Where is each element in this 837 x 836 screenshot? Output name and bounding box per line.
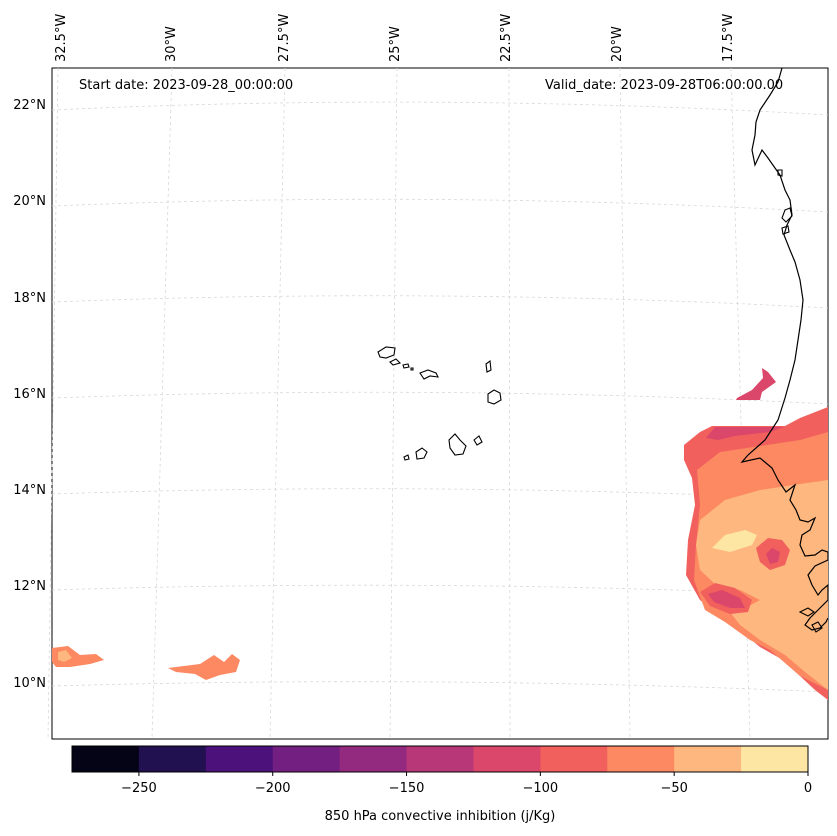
colorbar-tick-label: −150 xyxy=(388,781,425,796)
cape-verde-islands xyxy=(377,346,502,461)
colorbar-swatch xyxy=(607,746,675,772)
contour-west-patch-b xyxy=(168,654,240,680)
lon-label-27-5w: 27.5°W xyxy=(277,13,292,62)
lat-label-16n: 16°N xyxy=(13,387,46,402)
lon-label-17-5w: 17.5°W xyxy=(721,13,736,62)
contour-hotspot-b-core xyxy=(708,590,745,608)
colorbar-tick-label: −50 xyxy=(660,781,688,796)
lat-label-14n: 14°N xyxy=(13,483,46,498)
contour-main-darkedge xyxy=(706,427,784,440)
colorbar xyxy=(71,745,809,776)
lat-label-10n: 10°N xyxy=(13,676,46,691)
colorbar-swatches xyxy=(72,746,809,772)
contour-hotspot-a-core xyxy=(766,548,780,564)
lon-label-25w: 25°W xyxy=(388,26,403,62)
contour-west-patch-a-inner xyxy=(58,650,72,662)
colorbar-tick-label: −200 xyxy=(254,781,291,796)
valid-date-label: Valid_date: 2023-09-28T06:00:00.00 xyxy=(545,78,784,93)
colorbar-swatch xyxy=(741,746,809,772)
colorbar-frame xyxy=(71,745,809,773)
colorbar-swatch xyxy=(205,746,274,772)
cin-contours xyxy=(52,368,828,700)
colorbar-title: 850 hPa convective inhibition (j/Kg) xyxy=(324,809,556,824)
lat-label-12n: 12°N xyxy=(13,579,46,594)
colorbar-tick-label: −250 xyxy=(121,781,157,796)
colorbar-swatch xyxy=(339,746,408,772)
coastal-islands xyxy=(777,169,823,633)
contour-main-light xyxy=(696,480,828,690)
lon-label-30w: 30°W xyxy=(164,26,179,62)
colorbar-ticks xyxy=(138,772,809,776)
start-date-label: Start date: 2023-09-28_00:00:00 xyxy=(79,78,294,93)
lat-label-22n: 22°N xyxy=(13,98,46,113)
lat-label-20n: 20°N xyxy=(13,194,46,209)
colorbar-swatch xyxy=(674,746,742,772)
colorbar-tick-label: 0 xyxy=(803,781,813,796)
colorbar-swatch xyxy=(138,746,207,772)
lon-label-20w: 20°W xyxy=(610,26,625,62)
contour-north-patch xyxy=(736,368,776,400)
colorbar-tick-label: −100 xyxy=(522,781,559,796)
colorbar-swatch xyxy=(473,746,541,772)
colorbar-swatch xyxy=(72,746,140,772)
map-frame xyxy=(51,67,829,740)
lon-label-22-5w: 22.5°W xyxy=(499,13,514,62)
map-panel xyxy=(47,67,829,740)
lon-label-32-5w: 32.5°W xyxy=(54,13,69,62)
lat-label-18n: 18°N xyxy=(13,291,46,306)
africa-coastline xyxy=(740,67,829,631)
colorbar-swatch xyxy=(406,746,474,772)
colorbar-swatch xyxy=(540,746,608,772)
colorbar-swatch xyxy=(272,746,341,772)
contour-main-lightest xyxy=(712,530,757,552)
